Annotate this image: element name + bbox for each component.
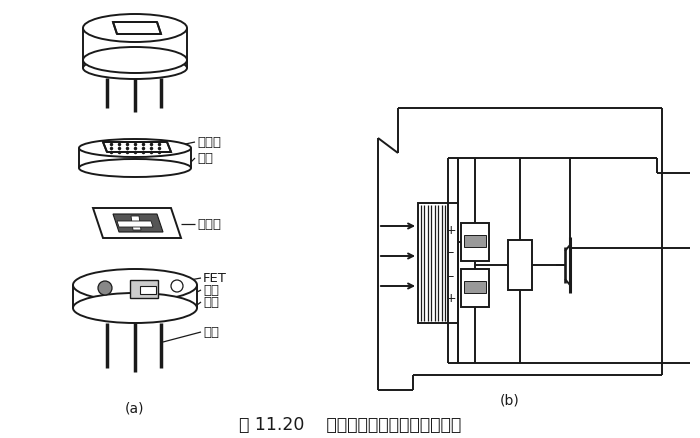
Bar [130, 280, 158, 298]
Text: 管帽: 管帽 [197, 152, 213, 165]
Text: 滤光片: 滤光片 [197, 135, 221, 148]
Text: +: + [446, 293, 456, 305]
Bar [418, 203, 448, 323]
Text: (b): (b) [500, 393, 520, 407]
Polygon shape [93, 208, 181, 238]
Ellipse shape [83, 14, 187, 42]
Ellipse shape [73, 269, 197, 301]
Text: +: + [446, 225, 456, 237]
Bar [464, 281, 486, 293]
Ellipse shape [83, 47, 187, 73]
Text: 敏感元: 敏感元 [197, 218, 221, 230]
Bar [464, 235, 486, 247]
Polygon shape [113, 22, 161, 34]
Text: 高阻: 高阻 [203, 296, 219, 308]
Polygon shape [131, 216, 141, 230]
Polygon shape [103, 142, 171, 152]
Ellipse shape [98, 281, 112, 295]
Polygon shape [113, 214, 163, 232]
Ellipse shape [73, 293, 197, 323]
Text: (a): (a) [125, 401, 145, 415]
Bar [508, 240, 532, 290]
Text: 管座: 管座 [203, 283, 219, 297]
Bar [140, 286, 156, 294]
Bar [461, 223, 489, 261]
Text: FET: FET [203, 272, 227, 285]
Text: 图 11.20    热释电人体红外传感器的结构: 图 11.20 热释电人体红外传感器的结构 [239, 416, 461, 434]
Ellipse shape [79, 139, 191, 157]
Text: –: – [448, 247, 454, 259]
Polygon shape [117, 221, 153, 227]
Text: 引线: 引线 [203, 325, 219, 339]
Ellipse shape [171, 280, 183, 292]
Ellipse shape [83, 57, 187, 79]
Ellipse shape [79, 159, 191, 177]
Bar [461, 269, 489, 307]
Text: –: – [448, 271, 454, 283]
